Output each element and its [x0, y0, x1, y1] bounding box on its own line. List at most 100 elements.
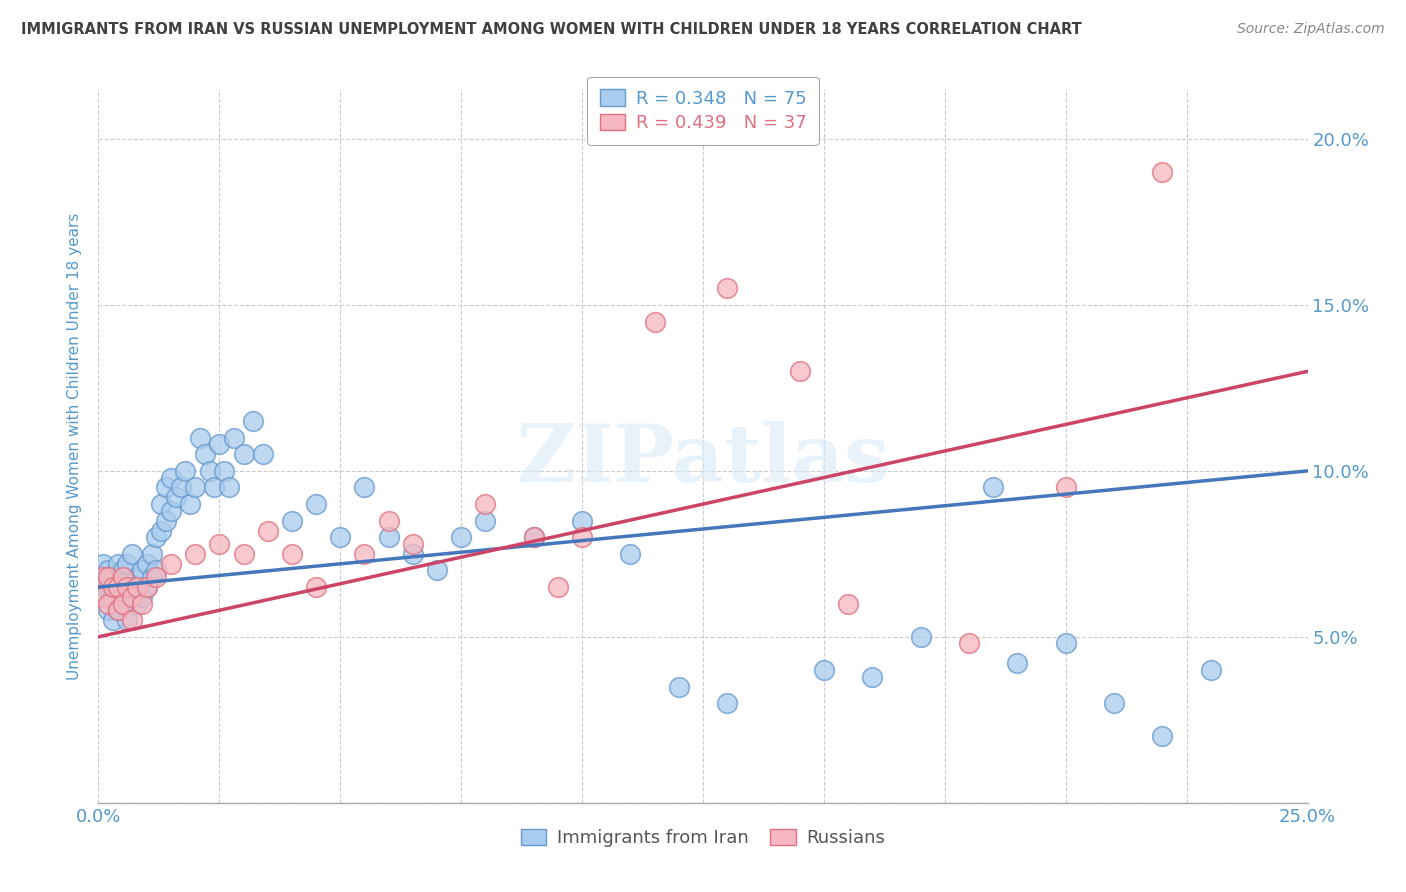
Point — [117, 580, 139, 594]
Point — [165, 491, 187, 505]
Text: ZIPatlas: ZIPatlas — [517, 421, 889, 500]
Point — [981, 481, 1004, 495]
Point — [111, 597, 134, 611]
Point — [131, 564, 153, 578]
Point — [353, 547, 375, 561]
Point — [353, 481, 375, 495]
Point — [281, 514, 304, 528]
Point — [1152, 165, 1174, 179]
Point — [1007, 657, 1029, 671]
Point — [377, 514, 399, 528]
Point — [101, 613, 124, 627]
Point — [117, 613, 139, 627]
Point — [1152, 730, 1174, 744]
Point — [101, 590, 124, 604]
Point — [644, 314, 666, 328]
Point — [91, 570, 114, 584]
Point — [305, 580, 328, 594]
Point — [619, 547, 641, 561]
Point — [377, 530, 399, 544]
Point — [474, 497, 496, 511]
Text: Source: ZipAtlas.com: Source: ZipAtlas.com — [1237, 22, 1385, 37]
Point — [101, 580, 124, 594]
Point — [91, 580, 114, 594]
Point — [145, 564, 167, 578]
Point — [218, 481, 240, 495]
Point — [97, 564, 120, 578]
Point — [1054, 636, 1077, 650]
Point — [242, 414, 264, 428]
Point — [571, 514, 593, 528]
Point — [101, 570, 124, 584]
Point — [450, 530, 472, 544]
Point — [232, 447, 254, 461]
Point — [837, 597, 859, 611]
Point — [111, 570, 134, 584]
Point — [97, 580, 120, 594]
Point — [252, 447, 274, 461]
Point — [184, 547, 207, 561]
Point — [107, 580, 129, 594]
Point — [232, 547, 254, 561]
Point — [281, 547, 304, 561]
Point — [145, 570, 167, 584]
Point — [121, 580, 143, 594]
Point — [97, 570, 120, 584]
Point — [716, 696, 738, 710]
Point — [1054, 481, 1077, 495]
Point — [121, 547, 143, 561]
Point — [184, 481, 207, 495]
Point — [127, 580, 149, 594]
Point — [1102, 696, 1125, 710]
Point — [145, 530, 167, 544]
Point — [141, 570, 163, 584]
Point — [523, 530, 546, 544]
Point — [179, 497, 201, 511]
Point — [305, 497, 328, 511]
Point — [135, 580, 157, 594]
Point — [402, 537, 425, 551]
Point — [256, 524, 278, 538]
Y-axis label: Unemployment Among Women with Children Under 18 years: Unemployment Among Women with Children U… — [67, 212, 83, 680]
Point — [957, 636, 980, 650]
Point — [117, 557, 139, 571]
Point — [121, 613, 143, 627]
Legend: Immigrants from Iran, Russians: Immigrants from Iran, Russians — [510, 818, 896, 858]
Point — [474, 514, 496, 528]
Point — [127, 597, 149, 611]
Point — [194, 447, 217, 461]
Point — [426, 564, 449, 578]
Point — [1199, 663, 1222, 677]
Point — [160, 557, 183, 571]
Point — [208, 437, 231, 451]
Point — [91, 590, 114, 604]
Point — [547, 580, 569, 594]
Point — [107, 603, 129, 617]
Point — [131, 590, 153, 604]
Point — [107, 603, 129, 617]
Point — [111, 564, 134, 578]
Point — [668, 680, 690, 694]
Point — [91, 570, 114, 584]
Point — [188, 431, 211, 445]
Point — [150, 497, 173, 511]
Point — [160, 504, 183, 518]
Point — [571, 530, 593, 544]
Point — [212, 464, 235, 478]
Point — [155, 514, 177, 528]
Point — [107, 557, 129, 571]
Point — [329, 530, 352, 544]
Point — [131, 597, 153, 611]
Point — [97, 603, 120, 617]
Point — [169, 481, 191, 495]
Point — [111, 580, 134, 594]
Point — [135, 557, 157, 571]
Point — [127, 570, 149, 584]
Point — [121, 590, 143, 604]
Point — [208, 537, 231, 551]
Point — [716, 281, 738, 295]
Point — [523, 530, 546, 544]
Point — [789, 364, 811, 378]
Point — [222, 431, 245, 445]
Point — [135, 580, 157, 594]
